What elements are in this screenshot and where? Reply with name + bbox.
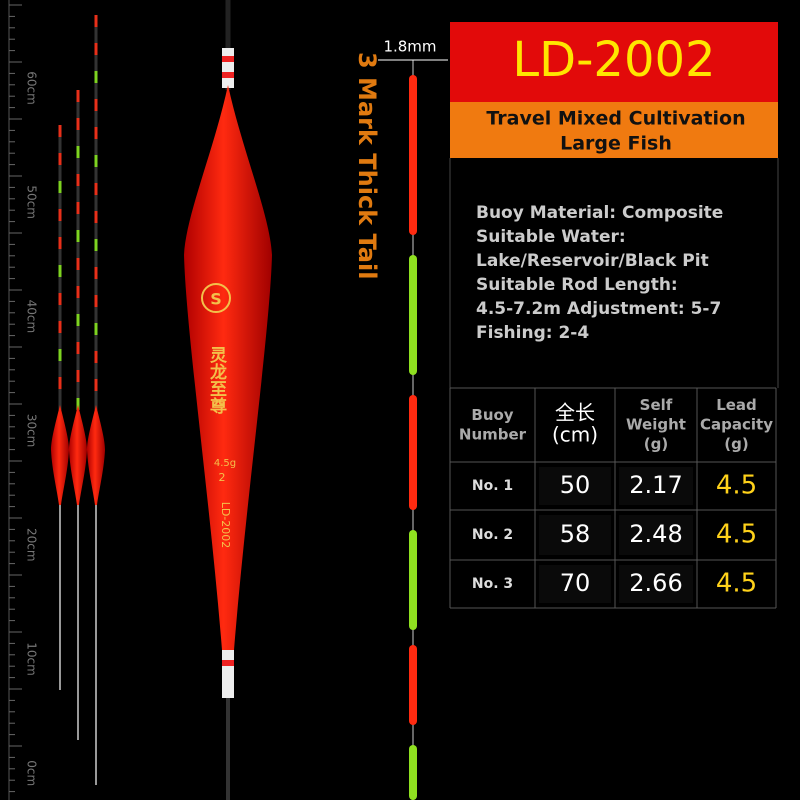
row-label: No. 3 [472,576,513,592]
row-label: No. 1 [472,478,513,494]
number: 2 [219,471,226,484]
subtitle-line: Travel Mixed Cultivation [486,108,745,130]
title: LD-2002 [512,32,715,88]
subtitle-line: Large Fish [560,133,672,155]
cell-bg [539,467,611,505]
float-body [87,405,105,505]
tail-segment [409,745,417,800]
tail-segment [409,75,417,235]
float-body [51,405,69,505]
table-header: Self [640,396,673,414]
stem-band [222,660,234,666]
spec-line: 4.5-7.2m Adjustment: 5-7 [476,299,721,319]
cell-bg [539,515,611,555]
ruler-label: 10cm [25,642,39,676]
cell-bg [619,515,693,555]
table-cell: 2.17 [629,471,682,499]
table-header: Lead [716,396,757,414]
tail-segment [409,255,417,375]
ruler-label: 0cm [25,760,39,786]
spec-line: Suitable Water: [476,227,626,247]
table-cell: 4.5 [716,471,757,501]
table-cell: 2.66 [629,569,682,597]
table-cell: 4.5 [716,520,757,550]
row-label: No. 2 [472,527,513,543]
cell-bg [619,467,693,505]
table-cell: 4.5 [716,569,757,599]
antenna-band [222,72,234,78]
tail-segment [409,530,417,630]
spec-line: Lake/Reservoir/Black Pit [476,251,709,271]
subtitle-box [450,102,778,158]
stem-band [222,650,234,698]
ruler-label: 30cm [25,414,39,448]
antenna-band [222,56,234,62]
table-header: (g) [724,435,748,453]
tail [409,60,417,800]
diameter: 1.8mm [383,38,436,56]
table-cell: 70 [560,569,591,597]
cell-bg [619,565,693,603]
table-cell: 50 [560,471,591,499]
big-float: S 灵龙至尊 4.5g 2 LD-2002 [184,0,272,800]
weight: 4.5g [214,458,236,469]
ruler-label: 40cm [25,300,39,334]
logo [201,283,231,313]
float-body [69,405,87,505]
float-body [184,85,272,650]
table-header: Weight [626,416,686,434]
table-header: (cm) [552,423,598,447]
ruler-label: 50cm [25,185,39,219]
antenna-band [222,48,234,88]
brand-text: 灵龙至尊 [206,346,228,415]
table-header: 全长 [555,401,595,425]
table-header: Capacity [700,416,773,434]
spec-line: Fishing: 2-4 [476,323,589,343]
small-floats [51,15,105,785]
tail-segment [409,395,417,510]
specs: Buoy Material: Composite Suitable Water: L… [476,203,723,343]
ruler-label: 60cm [25,71,39,105]
table-cell: 58 [560,520,591,548]
cell-bg [539,565,611,603]
table-cell: 2.48 [629,520,682,548]
ruler: 60cm 50cm 40cm 30cm 20cm 10cm 0cm [8,0,39,800]
spec-line: Suitable Rod Length: [476,275,678,295]
table-header: (g) [644,435,668,453]
spec-line: Buoy Material: Composite [476,203,723,223]
tail-segment [409,645,417,725]
spec-table: BuoyNumber全长(cm)SelfWeight(g)LeadCapacit… [449,387,777,609]
logo-mark: S [210,290,222,309]
title-box [450,22,778,102]
ruler-label: 20cm [25,528,39,562]
table-header: Number [459,425,527,443]
table-header: Buoy [471,406,513,424]
tail-label: 3 Mark Thick Tail [353,52,381,279]
model: LD-2002 [219,502,232,549]
